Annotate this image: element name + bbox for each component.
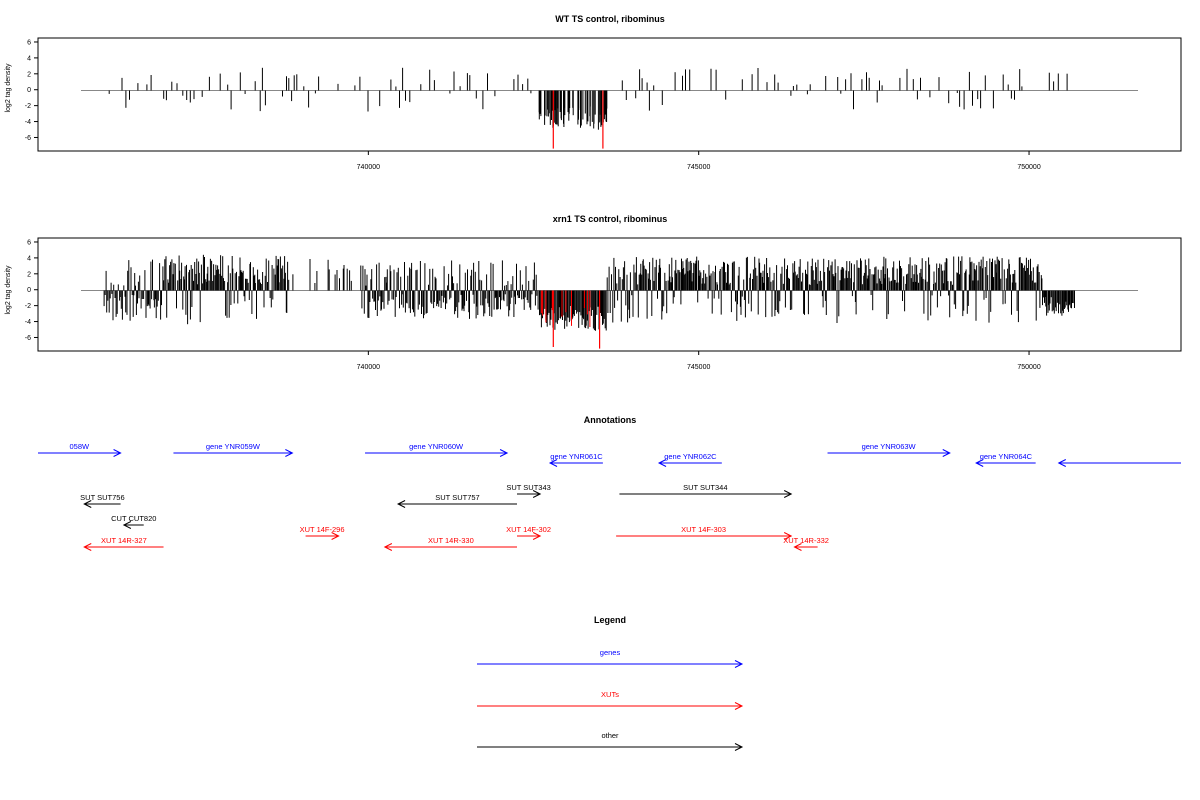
- annotation-arrow: [365, 449, 509, 457]
- y-tick-label: 4: [27, 55, 31, 62]
- annotation-arrow: [305, 532, 340, 540]
- y-tick-label: -4: [25, 319, 31, 326]
- annotation-arrow: [548, 459, 603, 467]
- annotation-label: XUT 14R-332: [783, 536, 829, 545]
- y-tick-label: -4: [25, 119, 31, 126]
- annotations-title: Annotations: [584, 415, 637, 425]
- xrn1-panel: xrn1 TS control, ribominus log2 tag dens…: [5, 214, 1182, 371]
- legend-entries: genes XUTs other: [477, 648, 744, 751]
- wt-bars: [108, 67, 1068, 149]
- legend-arrow: [477, 702, 744, 710]
- wt-y-axis-label: log2 tag density: [5, 63, 12, 113]
- annotation-arrow: [616, 532, 793, 540]
- annotation-features: 058W gene YNR059W gene YNR060W gene YNR061C…: [38, 442, 1181, 551]
- annotation-arrow: [657, 459, 722, 467]
- annotation-arrow: [383, 543, 518, 551]
- xrn1-panel-title: xrn1 TS control, ribominus: [553, 214, 668, 224]
- annotation-label: SUT SUT343: [506, 483, 550, 492]
- annotation-label: XUT 14F-302: [506, 525, 551, 534]
- legend-label: other: [601, 731, 619, 740]
- y-tick-label: 6: [27, 39, 31, 46]
- annotation-arrow: [38, 449, 122, 457]
- annotation-label: XUT 14R-330: [428, 536, 474, 545]
- xrn1-bars: [103, 254, 1075, 349]
- x-tick-label: 750000: [1017, 364, 1040, 371]
- xrn1-x-axis: 740000 745000 750000: [357, 351, 1041, 371]
- annotation-arrow: [1057, 459, 1181, 467]
- annotation-label: CUT CUT820: [111, 514, 156, 523]
- annotation-label: gene YNR064C: [980, 452, 1033, 461]
- legend-panel: Legend genes XUTs other: [477, 615, 744, 751]
- xrn1-y-axis-label: log2 tag density: [5, 265, 12, 315]
- annotation-label: gene YNR059W: [206, 442, 261, 451]
- annotation-arrow: [793, 543, 818, 551]
- annotation-arrow: [83, 500, 121, 508]
- annotation-label: gene YNR062C: [664, 452, 717, 461]
- legend-label: XUTs: [601, 690, 619, 699]
- legend-label: genes: [600, 648, 621, 657]
- xrn1-y-axis: -6 -4 -2 0 2 4 6: [25, 239, 38, 342]
- annotation-label: gene YNR061C: [550, 452, 603, 461]
- wt-panel-title: WT TS control, ribominus: [555, 14, 665, 24]
- x-tick-label: 745000: [687, 164, 710, 171]
- annotation-label: SUT SUT757: [435, 493, 479, 502]
- annotation-label: 058W: [70, 442, 91, 451]
- annotation-label: SUT SUT344: [683, 483, 727, 492]
- y-tick-label: 0: [27, 87, 31, 94]
- legend-arrow: [477, 660, 744, 668]
- wt-x-axis: 740000 745000 750000: [357, 151, 1041, 171]
- annotation-label: XUT 14R-327: [101, 536, 147, 545]
- legend-title: Legend: [594, 615, 626, 625]
- annotation-arrow: [396, 500, 518, 508]
- wt-y-axis: -6 -4 -2 0 2 4 6: [25, 39, 38, 142]
- annotation-arrow: [619, 490, 793, 498]
- x-tick-label: 740000: [357, 364, 380, 371]
- y-tick-label: 2: [27, 71, 31, 78]
- x-tick-label: 740000: [357, 164, 380, 171]
- annotation-arrow: [517, 532, 542, 540]
- y-tick-label: 6: [27, 239, 31, 246]
- y-tick-label: 4: [27, 255, 31, 262]
- annotation-label: gene YNR063W: [862, 442, 917, 451]
- y-tick-label: -6: [25, 135, 31, 142]
- annotation-arrow: [975, 459, 1036, 467]
- annotation-arrow: [173, 449, 294, 457]
- x-tick-label: 750000: [1017, 164, 1040, 171]
- y-tick-label: -2: [25, 303, 31, 310]
- y-tick-label: -2: [25, 103, 31, 110]
- annotations-panel: Annotations 058W gene YNR059W gene YNR060W…: [38, 415, 1181, 551]
- annotation-arrow: [827, 449, 951, 457]
- y-tick-label: 0: [27, 287, 31, 294]
- annotation-label: XUT 14F-303: [681, 525, 726, 534]
- legend-arrow: [477, 743, 744, 751]
- y-tick-label: -6: [25, 335, 31, 342]
- annotation-arrow: [83, 543, 164, 551]
- annotation-arrow: [517, 490, 542, 498]
- annotation-arrow: [122, 521, 144, 529]
- wt-plot-frame: [37, 37, 1182, 152]
- annotation-label: XUT 14F-296: [300, 525, 345, 534]
- annotation-label: SUT SUT756: [80, 493, 124, 502]
- annotation-label: gene YNR060W: [409, 442, 464, 451]
- wt-panel: WT TS control, ribominus log2 tag densit…: [5, 14, 1182, 171]
- xrn1-plot-frame: [37, 237, 1182, 352]
- x-tick-label: 745000: [687, 364, 710, 371]
- y-tick-label: 2: [27, 271, 31, 278]
